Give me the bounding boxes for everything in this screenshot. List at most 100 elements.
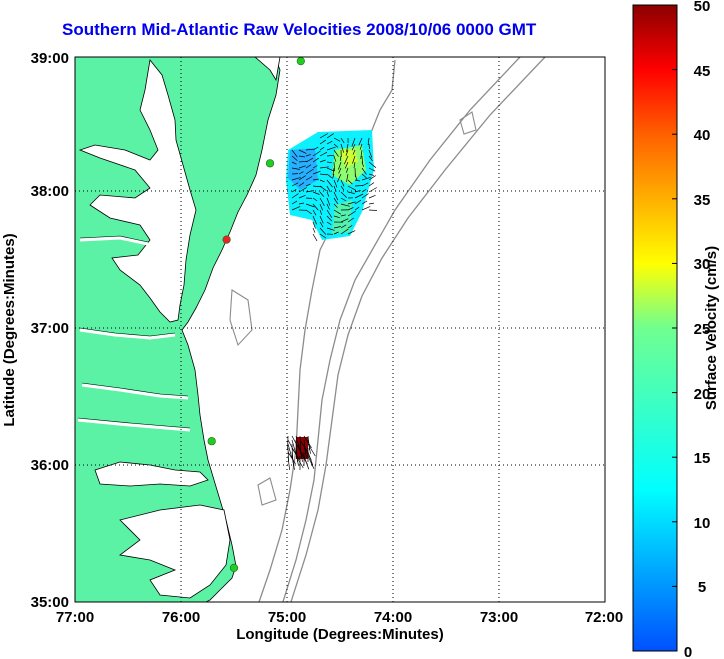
velocity-vector — [291, 206, 301, 211]
velocity-vector — [340, 214, 346, 217]
velocity-vector — [291, 189, 297, 193]
chart-title: Southern Mid-Atlantic Raw Velocities 200… — [62, 20, 537, 39]
velocity-vector — [340, 185, 345, 191]
velocity-vector — [338, 161, 342, 170]
velocity-vector — [298, 149, 307, 154]
velocity-vector — [298, 182, 305, 187]
velocity-vector — [326, 197, 331, 206]
velocity-vector — [346, 173, 349, 182]
velocity-vector — [312, 165, 318, 169]
velocity-vector — [326, 133, 334, 139]
velocity-vector — [368, 175, 376, 181]
velocity-vector — [291, 167, 300, 170]
velocity-vector — [333, 209, 341, 215]
velocity-vector — [299, 439, 308, 452]
velocity-vector — [340, 191, 347, 198]
velocity-vector — [319, 173, 327, 176]
colorbar-tick-label: 15 — [694, 450, 711, 467]
velocity-vector — [326, 161, 332, 164]
velocity-vector — [303, 455, 310, 470]
velocity-vector — [361, 182, 369, 187]
velocity-vector — [340, 203, 350, 207]
velocity-vector — [361, 167, 367, 175]
velocity-vector — [346, 143, 349, 152]
velocity-vector — [312, 233, 318, 242]
velocity-vector — [333, 149, 339, 157]
velocity-vector — [333, 231, 339, 235]
velocity-vector — [312, 146, 319, 151]
pamlico-sound — [119, 504, 231, 599]
velocity-vector — [312, 157, 319, 163]
velocity-vector — [305, 190, 314, 193]
velocity-vector — [287, 455, 290, 470]
velocity-vector — [368, 161, 377, 168]
colorbar-tick-label: 20 — [694, 386, 711, 403]
velocity-vector — [305, 154, 311, 157]
velocity-vector — [298, 165, 306, 169]
velocity-vector — [319, 185, 327, 192]
delaware-bay — [254, 57, 281, 82]
velocity-vector — [347, 210, 356, 217]
velocity-vector — [354, 173, 358, 181]
velocity-vector — [361, 206, 371, 211]
velocity-vector — [333, 137, 341, 142]
x-tick-label: 76:00 — [162, 609, 200, 626]
grid — [75, 57, 605, 602]
y-axis-label: Latitude (Degrees:Minutes) — [1, 233, 18, 426]
velocity-vector — [345, 149, 349, 156]
velocity-vector — [361, 193, 369, 199]
velocity-vector — [305, 164, 312, 169]
y-tick-label: 37:00 — [31, 320, 69, 337]
velocity-vector — [319, 233, 326, 239]
x-tick-label: 74:00 — [374, 609, 412, 626]
velocity-vector — [305, 148, 314, 151]
velocity-vectors — [287, 133, 378, 470]
velocity-vector — [319, 203, 324, 211]
velocity-vector — [305, 183, 311, 187]
velocity-vector — [368, 194, 376, 199]
velocity-vector — [319, 166, 329, 169]
velocity-vector — [338, 167, 342, 174]
velocity-vector — [312, 215, 317, 225]
velocity-vector — [344, 161, 349, 169]
velocity-vector — [354, 199, 362, 205]
velocity-vector — [303, 435, 312, 448]
velocity-vector — [291, 200, 298, 205]
velocity-vector — [312, 197, 318, 202]
velocity-field-north-low — [288, 148, 318, 190]
velocity-vector — [298, 171, 304, 175]
velocity-vector — [307, 443, 316, 457]
velocity-vector — [295, 435, 301, 450]
y-tick-label: 38:00 — [31, 183, 69, 200]
colorbar-tick-label: 5 — [698, 579, 706, 596]
velocity-vector — [319, 159, 326, 163]
velocity-vector — [360, 149, 363, 159]
velocity-vector — [319, 146, 325, 151]
velocity-vector — [340, 228, 349, 235]
velocity-vector — [361, 173, 367, 179]
velocity-vector — [326, 146, 336, 151]
velocity-vector — [368, 149, 373, 158]
velocity-vector — [291, 155, 298, 161]
station-markers — [207, 56, 305, 573]
velocity-vector — [368, 187, 377, 193]
velocity-vector — [298, 187, 307, 193]
colorbar-tick-label: 30 — [694, 256, 711, 273]
velocity-vector — [333, 203, 338, 208]
velocity-vector — [291, 177, 301, 181]
velocity-vector — [333, 179, 338, 188]
velocity-vector — [368, 202, 374, 205]
velocity-vector — [368, 143, 370, 150]
y-tick-label: 39:00 — [31, 50, 69, 67]
velocity-vector — [361, 176, 371, 181]
velocity-vector — [354, 185, 364, 187]
velocity-vector — [333, 191, 339, 201]
bathymetry-contour — [290, 57, 546, 602]
velocity-vector — [312, 178, 319, 181]
velocity-vector — [333, 197, 339, 205]
velocity-vector — [354, 193, 364, 199]
velocity-vector — [340, 137, 345, 144]
velocity-vector — [305, 176, 313, 181]
x-axis-label: Longitude (Degrees:Minutes) — [236, 626, 444, 643]
velocity-vector — [340, 218, 349, 223]
